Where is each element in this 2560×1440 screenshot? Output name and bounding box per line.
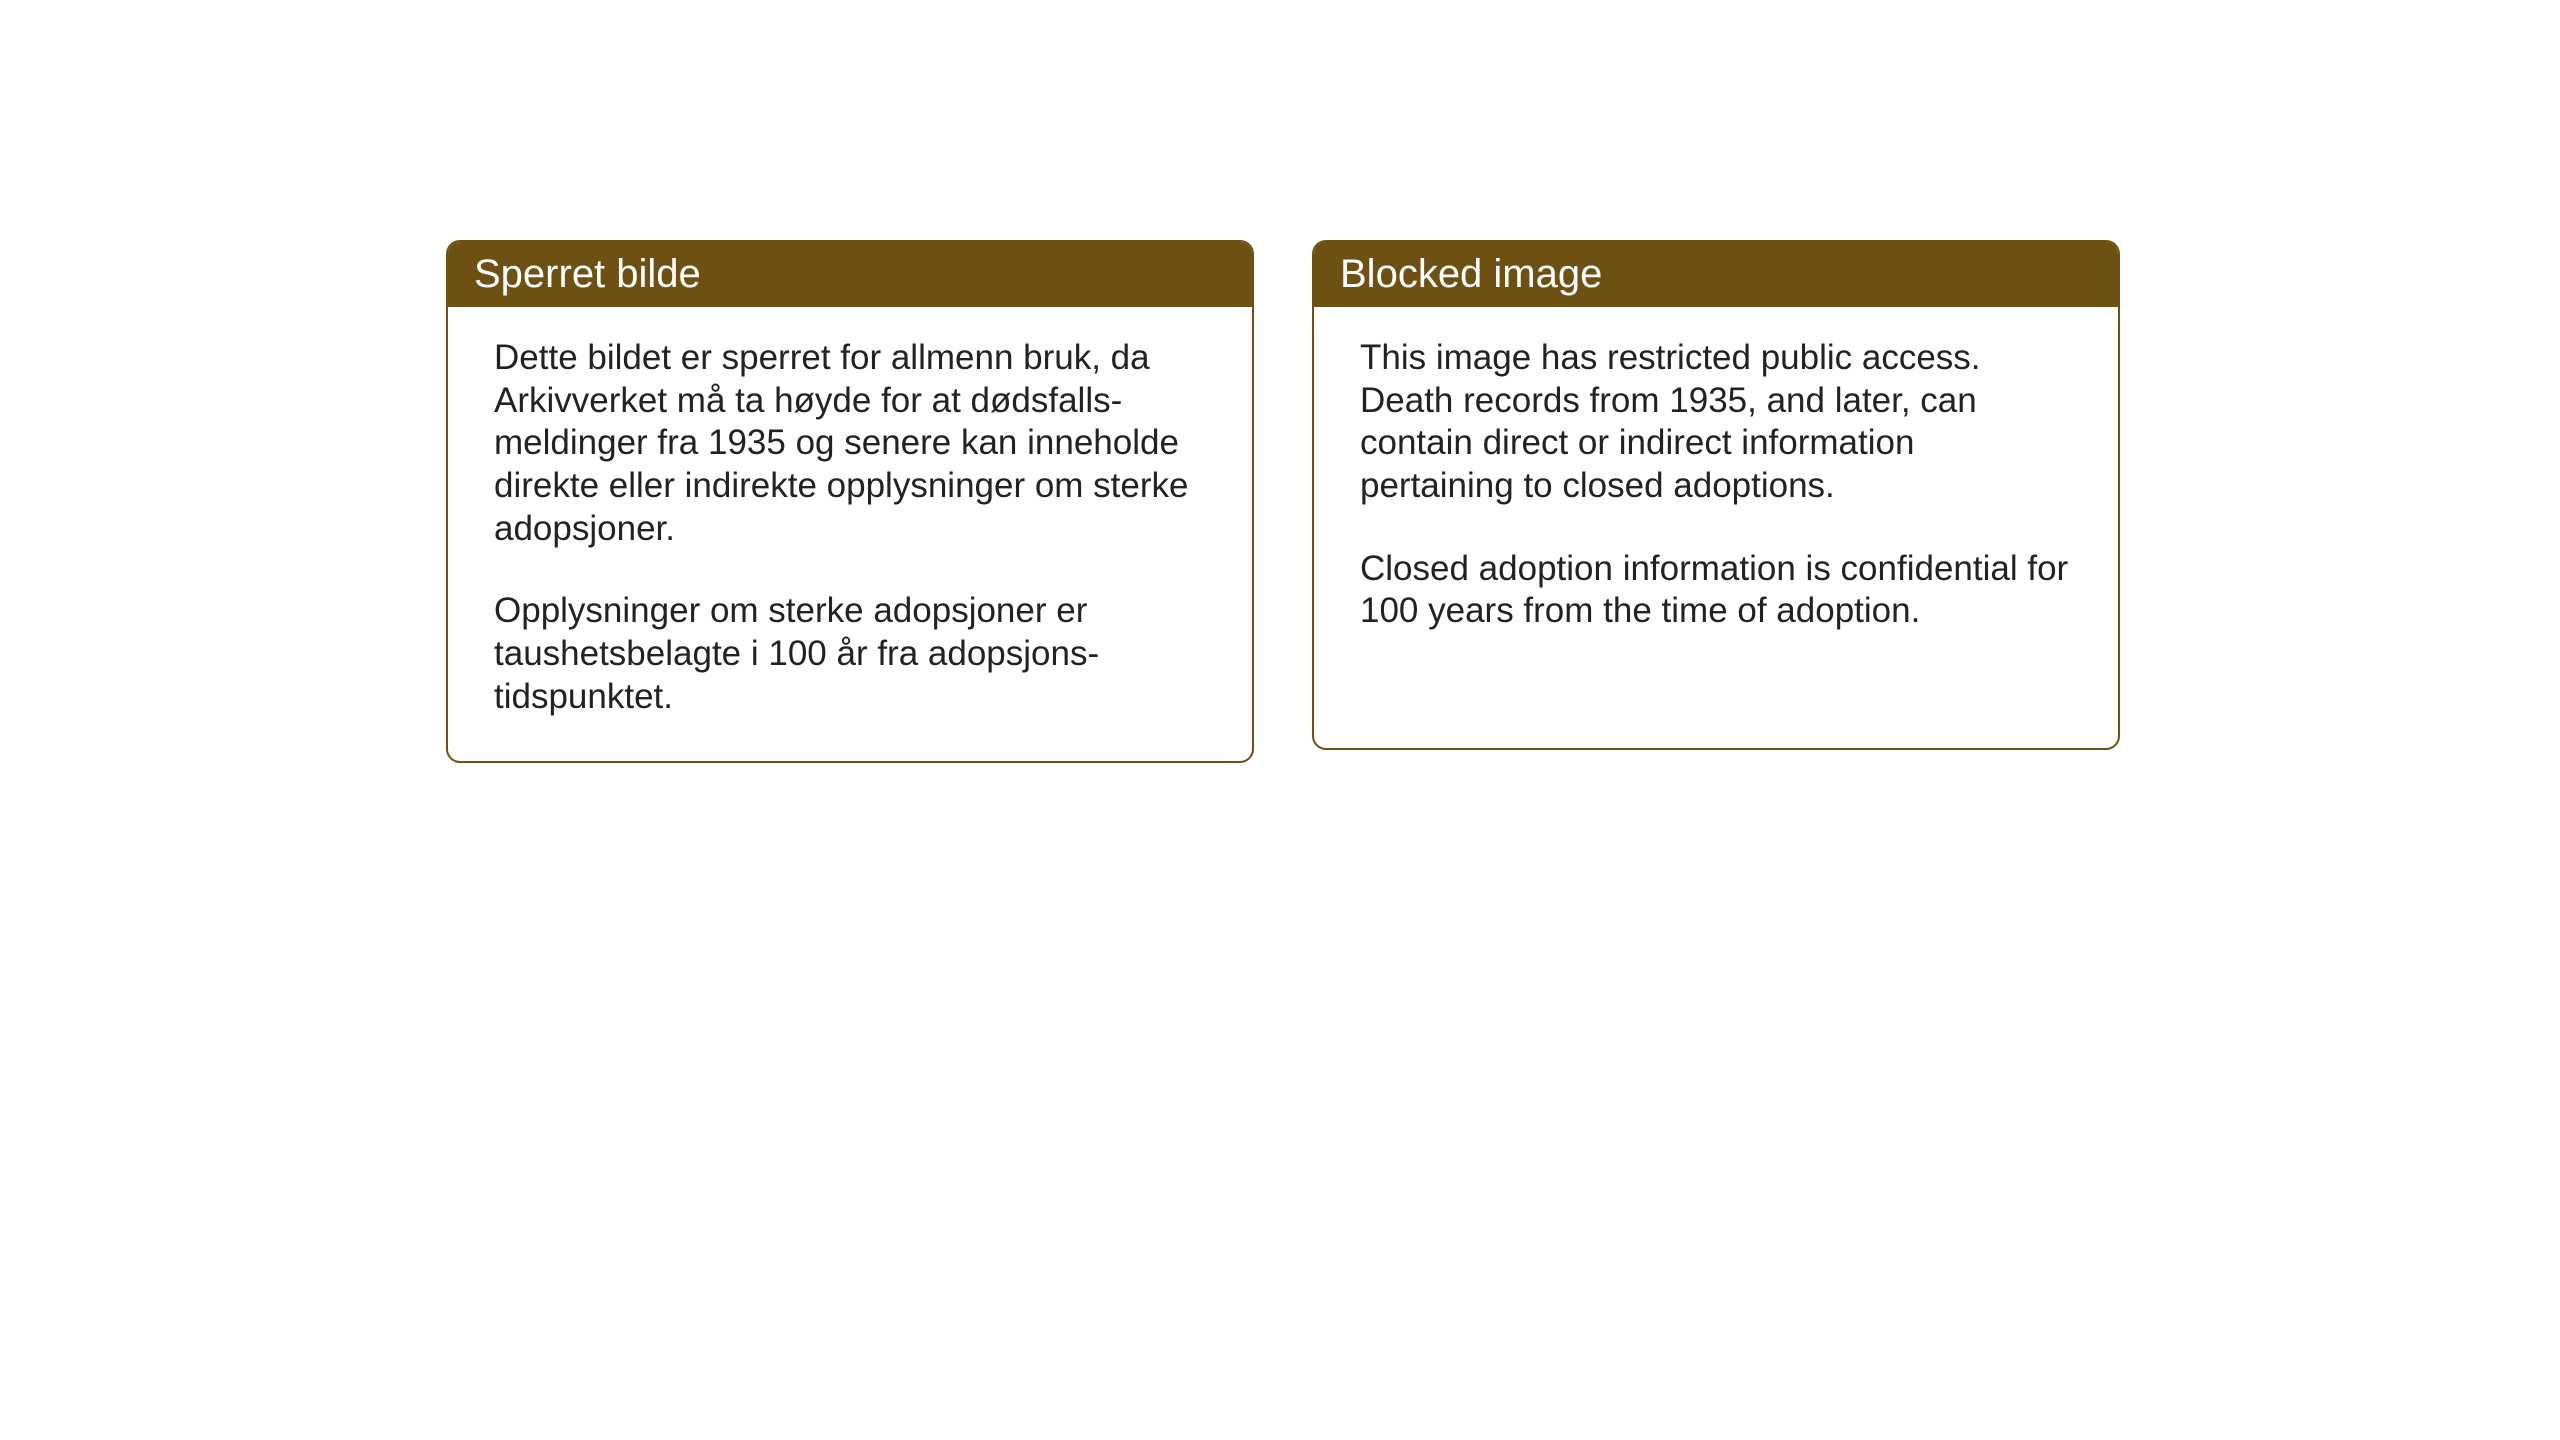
- notice-card-norwegian: Sperret bilde Dette bildet er sperret fo…: [446, 240, 1254, 763]
- notice-body-english: This image has restricted public access.…: [1314, 307, 2118, 675]
- notice-paragraph-2-norwegian: Opplysninger om sterke adopsjoner er tau…: [494, 590, 1206, 718]
- notice-paragraph-2-english: Closed adoption information is confident…: [1360, 548, 2072, 633]
- notice-paragraph-1-english: This image has restricted public access.…: [1360, 337, 2072, 508]
- notice-paragraph-1-norwegian: Dette bildet er sperret for allmenn bruk…: [494, 337, 1206, 550]
- notice-card-english: Blocked image This image has restricted …: [1312, 240, 2120, 750]
- notice-body-norwegian: Dette bildet er sperret for allmenn bruk…: [448, 307, 1252, 761]
- notice-container: Sperret bilde Dette bildet er sperret fo…: [446, 240, 2120, 763]
- notice-header-norwegian: Sperret bilde: [448, 242, 1252, 307]
- notice-header-english: Blocked image: [1314, 242, 2118, 307]
